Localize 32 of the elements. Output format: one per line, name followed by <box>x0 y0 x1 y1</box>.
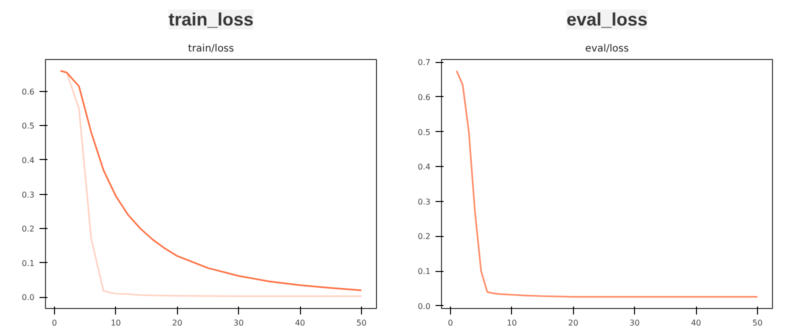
y-tick-label: 0.1 <box>418 267 431 276</box>
y-tick-label: 0.4 <box>418 162 431 172</box>
chart-subtitle: train/loss <box>188 44 234 54</box>
y-tick-label: 0.0 <box>22 293 35 302</box>
y-tick-label: 0.6 <box>418 92 431 102</box>
y-tick-label: 0.6 <box>22 87 35 96</box>
y-tick-label: 0.3 <box>22 190 35 200</box>
x-tick-label: 40 <box>294 318 306 328</box>
y-tick-label: 0.3 <box>418 197 431 206</box>
x-tick-label: 20 <box>568 318 578 328</box>
x-tick-label: 40 <box>690 318 702 328</box>
y-tick-label: 0.2 <box>22 224 35 234</box>
x-tick-label: 0 <box>448 318 453 328</box>
x-tick-label: 10 <box>506 318 517 328</box>
x-tick-label: 30 <box>234 318 244 328</box>
chart-subtitle: eval/loss <box>585 44 629 54</box>
y-tick-label: 0.4 <box>22 156 35 165</box>
x-tick-label: 10 <box>110 318 121 328</box>
y-tick-label: 0.0 <box>418 302 431 311</box>
x-tick-label: 30 <box>630 318 640 328</box>
chart-title: train_loss <box>168 10 254 30</box>
chart-title: eval_loss <box>566 10 648 30</box>
line-series <box>456 70 758 298</box>
y-tick-label: 0.5 <box>22 122 35 131</box>
y-tick-label: 0.5 <box>418 128 431 137</box>
y-tick-label: 0.7 <box>418 58 431 68</box>
y-tick-label: 0.2 <box>418 232 431 242</box>
x-tick-label: 0 <box>52 318 57 328</box>
y-tick-label: 0.1 <box>22 258 35 268</box>
x-tick-label: 50 <box>356 318 367 328</box>
x-tick-label: 20 <box>172 318 182 328</box>
x-tick-label: 50 <box>752 318 763 328</box>
